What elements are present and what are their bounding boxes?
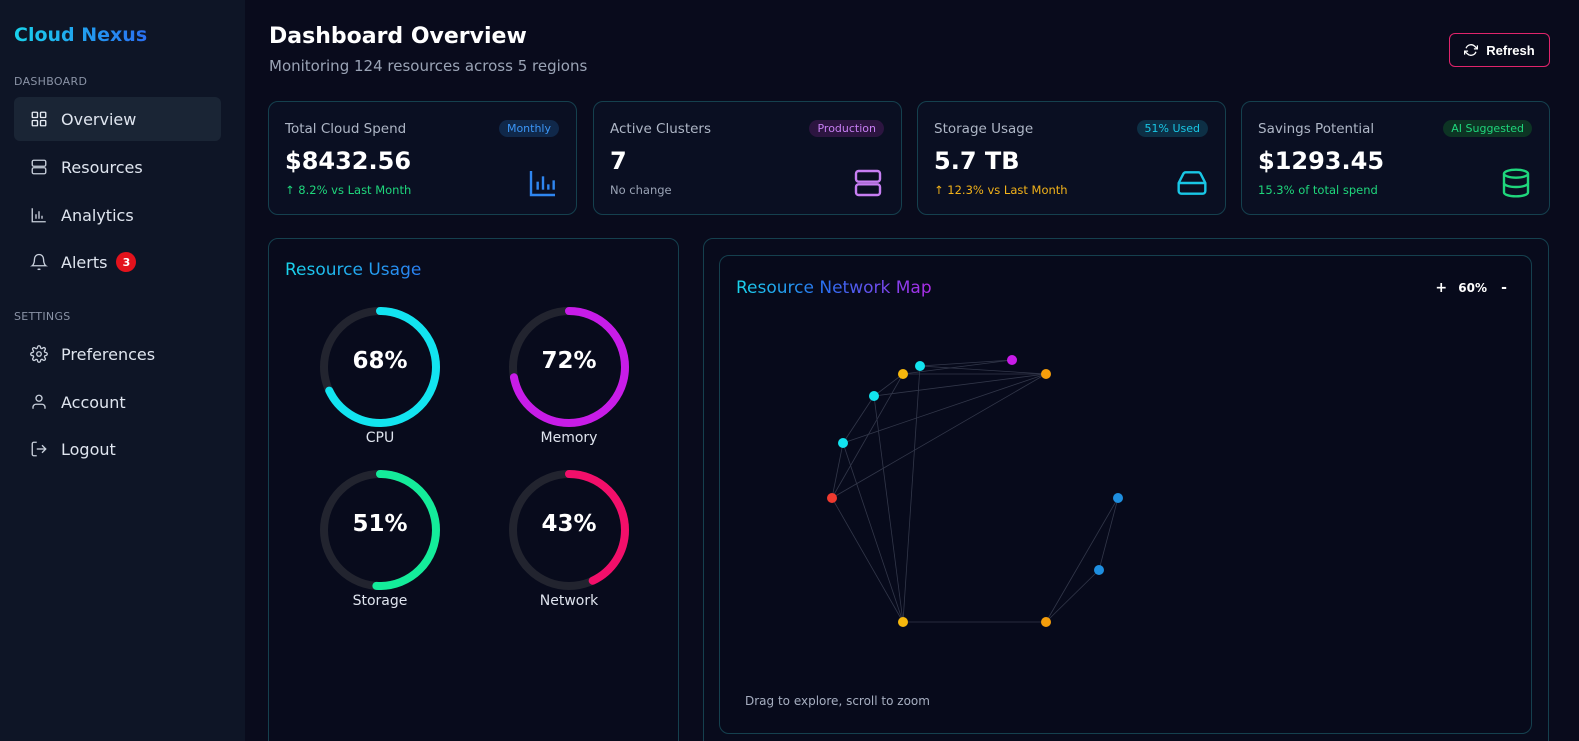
network-node[interactable] xyxy=(1041,369,1051,379)
network-node[interactable] xyxy=(838,438,848,448)
bell-icon xyxy=(30,253,48,271)
panel-title: Resource Network Map xyxy=(736,278,932,298)
stat-card-storage-usage: Storage Usage 51% Used 5.7 TB ↑ 12.3% vs… xyxy=(917,101,1226,215)
user-icon xyxy=(32,394,46,409)
network-node[interactable] xyxy=(1113,493,1123,503)
sidebar-item-overview[interactable]: Overview xyxy=(14,97,221,141)
gauge-value: 68% xyxy=(352,348,408,374)
card-title: Active Clusters xyxy=(610,121,711,137)
sidebar-item-analytics[interactable]: Analytics xyxy=(14,193,221,237)
gauge-memory: 72% Memory xyxy=(504,302,634,452)
network-node[interactable] xyxy=(898,617,908,627)
gauge-label: CPU xyxy=(365,430,395,446)
gauge-value: 72% xyxy=(541,348,597,374)
server-icon xyxy=(854,169,882,197)
card-value: $8432.56 xyxy=(285,147,412,175)
sidebar: Cloud Nexus DASHBOARD Overview Resources… xyxy=(0,0,245,741)
zoom-out-button[interactable]: - xyxy=(1501,280,1507,296)
sidebar-item-preferences[interactable]: Preferences xyxy=(14,332,221,376)
network-map-panel[interactable]: Resource Network Map + 60% - xyxy=(719,255,1532,734)
network-node[interactable] xyxy=(898,369,908,379)
sidebar-item-label: Preferences xyxy=(61,344,156,364)
refresh-icon xyxy=(1464,44,1479,56)
bar-chart-icon xyxy=(31,208,46,223)
card-badge: 51% Used xyxy=(1136,120,1208,137)
stat-card-active-clusters: Active Clusters Production 7 No change xyxy=(593,101,902,215)
network-node[interactable] xyxy=(827,493,837,503)
sidebar-item-logout[interactable]: Logout xyxy=(14,427,221,471)
grid-icon xyxy=(31,111,47,127)
card-trend: ↑ 12.3% vs Last Month xyxy=(934,183,1068,197)
card-title: Savings Potential xyxy=(1258,121,1375,137)
network-node[interactable] xyxy=(869,391,879,401)
network-node[interactable] xyxy=(1007,355,1017,365)
card-trend: 15.3% of total spend xyxy=(1258,183,1378,197)
zoom-level: 60% xyxy=(1458,281,1487,295)
sidebar-item-label: Account xyxy=(61,392,126,412)
network-node[interactable] xyxy=(915,361,925,371)
alerts-count-badge: 3 xyxy=(116,252,137,272)
network-hint: Drag to explore, scroll to zoom xyxy=(745,694,930,708)
card-trend: ↑ 8.2% vs Last Month xyxy=(285,183,412,197)
gauge-network: 43% Network xyxy=(504,465,634,615)
card-value: 7 xyxy=(610,147,627,175)
network-node[interactable] xyxy=(1094,565,1104,575)
page-title: Dashboard Overview xyxy=(269,24,527,49)
logout-icon xyxy=(31,441,47,457)
gauge-label: Memory xyxy=(540,430,598,446)
card-trend: No change xyxy=(610,183,672,197)
section-label-settings: SETTINGS xyxy=(14,310,71,323)
gauge-cpu: 68% CPU xyxy=(315,302,445,452)
gauge-label: Network xyxy=(539,593,599,609)
card-title: Total Cloud Spend xyxy=(285,121,407,137)
page-subtitle: Monitoring 124 resources across 5 region… xyxy=(269,57,588,75)
sidebar-item-resources[interactable]: Resources xyxy=(14,145,221,189)
card-badge: AI Suggested xyxy=(1443,120,1532,137)
network-graph[interactable] xyxy=(720,256,1531,733)
gear-icon xyxy=(30,345,48,363)
app-logo[interactable]: Cloud Nexus xyxy=(14,24,148,46)
gauge-label: Storage xyxy=(352,593,408,609)
network-node[interactable] xyxy=(1041,617,1051,627)
card-badge: Monthly xyxy=(498,120,559,137)
sidebar-item-label: Overview xyxy=(61,109,137,129)
zoom-in-button[interactable]: + xyxy=(1435,280,1448,296)
card-value: 5.7 TB xyxy=(934,147,1020,175)
card-badge: Production xyxy=(809,120,884,137)
sidebar-item-label: Resources xyxy=(61,157,143,177)
sidebar-item-label: Logout xyxy=(61,439,116,459)
sidebar-item-label: Alerts xyxy=(61,252,108,272)
stat-card-savings-potential: Savings Potential AI Suggested $1293.45 … xyxy=(1241,101,1550,215)
card-value: $1293.45 xyxy=(1258,147,1385,175)
card-title: Storage Usage xyxy=(934,121,1034,137)
sidebar-item-alerts[interactable]: Alerts 3 xyxy=(14,240,221,284)
panel-title: Resource Usage xyxy=(285,260,422,280)
zoom-controls: + 60% - xyxy=(1434,280,1511,296)
sidebar-item-label: Analytics xyxy=(61,205,134,225)
gauge-storage: 51% Storage xyxy=(315,465,445,615)
gauge-value: 51% xyxy=(352,511,408,537)
gauge-value: 43% xyxy=(541,511,597,537)
section-label-dashboard: DASHBOARD xyxy=(14,75,88,88)
database-icon xyxy=(1502,168,1530,198)
bar-chart-icon xyxy=(529,171,555,197)
server-icon xyxy=(31,159,47,175)
sidebar-item-account[interactable]: Account xyxy=(14,380,221,424)
resource-usage-panel: Resource Usage 68% CPU 72% Memory 51% St… xyxy=(268,238,679,741)
refresh-label: Refresh xyxy=(1486,42,1535,58)
refresh-button[interactable]: Refresh xyxy=(1449,33,1550,67)
hard-drive-icon xyxy=(1177,171,1207,195)
stat-card-total-spend: Total Cloud Spend Monthly $8432.56 ↑ 8.2… xyxy=(268,101,577,215)
